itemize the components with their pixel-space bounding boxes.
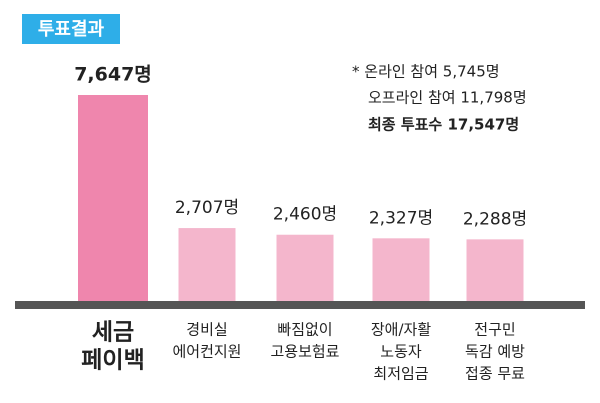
- bar: [178, 228, 236, 301]
- category-label: 노동자: [380, 343, 422, 361]
- bar: [78, 95, 148, 301]
- value-label: 2,460명: [273, 205, 337, 225]
- category-label: 최저임금: [373, 365, 428, 383]
- annotation: 오프라인 참여 11,798명: [368, 89, 527, 107]
- baseline: [15, 301, 585, 309]
- title-badge: [22, 14, 120, 44]
- category-label: 세금: [92, 320, 134, 346]
- value-label: 7,647명: [74, 64, 152, 86]
- category-label: 독감 예방: [465, 343, 525, 361]
- category-label: 고용보험료: [270, 343, 339, 361]
- annotation: * 온라인 참여 5,745명: [352, 63, 500, 81]
- value-label: 2,327명: [369, 208, 433, 228]
- category-label: 에어컨지원: [172, 343, 241, 361]
- category-label: 장애/자활: [371, 321, 431, 339]
- bar: [372, 238, 430, 301]
- value-label: 2,288명: [463, 209, 527, 229]
- bar: [466, 239, 524, 301]
- annotation: 최종 투표수 17,547명: [368, 116, 519, 134]
- value-label: 2,707명: [175, 198, 239, 218]
- category-label: 페이백: [81, 348, 144, 374]
- bar: [276, 234, 334, 301]
- category-label: 경비실: [186, 321, 227, 339]
- chart-title: 투표결과: [38, 19, 105, 40]
- category-label: 빠짐없이: [277, 321, 332, 339]
- category-label: 접종 무료: [465, 365, 525, 383]
- category-label: 전구민: [474, 321, 515, 339]
